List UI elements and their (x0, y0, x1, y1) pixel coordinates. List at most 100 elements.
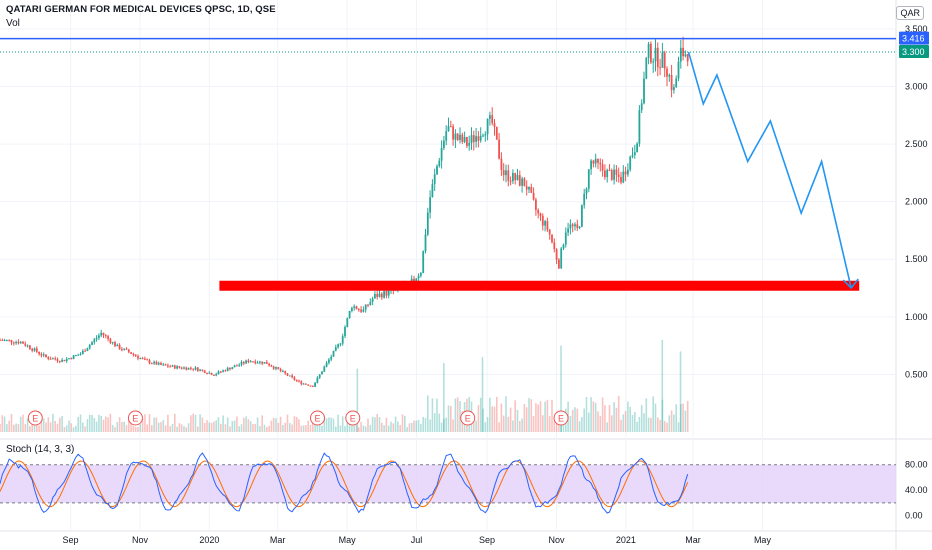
volume-bar (164, 425, 167, 432)
candle-body (210, 372, 213, 375)
candle-body (351, 307, 353, 311)
volume-bar (111, 425, 114, 432)
candle-body (40, 354, 43, 356)
candle-body (438, 160, 441, 167)
candle-body (341, 336, 344, 344)
price-tick-label: 2.000 (905, 197, 928, 207)
candle-body (270, 365, 273, 367)
candle-body (148, 360, 151, 364)
volume-bar (24, 424, 27, 432)
candle-body (617, 174, 620, 177)
candle-body (507, 170, 510, 181)
volume-bar (406, 427, 408, 432)
candle-body (300, 381, 303, 385)
currency-badge[interactable]: QAR (896, 6, 924, 20)
volume-bar (224, 424, 227, 432)
candle-body (268, 363, 270, 366)
candle-body (482, 135, 484, 137)
candle-body (288, 375, 291, 377)
volume-bar (270, 420, 273, 432)
candle-body (277, 367, 280, 370)
time-tick-label: 2021 (616, 535, 636, 545)
candle-body (374, 293, 376, 299)
volume-bar (677, 422, 680, 432)
volume-bar (29, 426, 31, 432)
candle-body (33, 348, 36, 351)
time-tick-label: Nov (548, 535, 565, 545)
candle-body (436, 166, 438, 175)
candle-body (93, 339, 96, 343)
volume-bar (477, 405, 480, 432)
volume-bar (102, 419, 105, 432)
candle-body (75, 355, 77, 357)
candle-body (502, 169, 505, 176)
volume-bar (507, 416, 510, 432)
candle-body (206, 372, 208, 374)
candle-body (633, 152, 636, 156)
volume-bar (454, 398, 457, 432)
candle-body (477, 136, 480, 141)
candle-body (325, 362, 328, 367)
stochastic-tick-label: 80.00 (905, 460, 928, 470)
volume-bar (668, 415, 671, 432)
volume-bar (636, 421, 638, 432)
volume-bar (93, 418, 96, 432)
candle-body (569, 224, 572, 229)
candle-body (608, 169, 611, 171)
time-tick-label: Nov (132, 535, 149, 545)
volume-bar (376, 414, 378, 432)
candle-body (638, 110, 641, 144)
volume-bar (502, 415, 505, 432)
volume-bar (383, 425, 385, 432)
candle-body (567, 228, 569, 233)
candle-body (650, 43, 652, 63)
volume-bar (217, 417, 220, 432)
earnings-marker-icon[interactable] (345, 410, 361, 426)
earnings-marker-icon[interactable] (553, 410, 569, 426)
volume-bar (178, 423, 181, 432)
support-zone[interactable] (219, 280, 860, 291)
forecast-path[interactable] (687, 51, 852, 289)
volume-bar (176, 426, 178, 432)
volume-bar (86, 419, 89, 432)
candle-body (86, 348, 89, 352)
candle-body (146, 359, 149, 361)
price-tick-label: 1.000 (905, 312, 928, 322)
candle-body (65, 358, 68, 362)
volume-bar (551, 399, 553, 432)
candle-body (81, 350, 84, 354)
earnings-marker-icon[interactable] (310, 410, 326, 426)
candle-body (624, 171, 627, 175)
volume-bar (514, 400, 516, 432)
volume-bar (318, 420, 321, 432)
volume-bar (155, 417, 158, 432)
volume-bar (291, 424, 293, 432)
volume-bar (353, 422, 355, 432)
earnings-marker-icon[interactable] (27, 410, 43, 426)
candle-body (169, 366, 172, 368)
volume-bar (305, 425, 307, 432)
volume-bar (277, 422, 280, 432)
candle-body (192, 368, 195, 370)
stochastic-band (0, 464, 896, 503)
volume-bar (475, 420, 477, 432)
candle-body (677, 61, 680, 79)
time-tick-label: Jul (411, 535, 423, 545)
candle-body (17, 341, 20, 344)
volume-bar (236, 416, 238, 432)
price-tick-label: 1.500 (905, 254, 928, 264)
candle-body (185, 367, 188, 370)
earnings-marker-icon[interactable] (460, 410, 476, 426)
volume-bar (185, 427, 188, 432)
candle-body (160, 362, 162, 365)
volume-bar (576, 408, 579, 432)
candle-body (3, 339, 6, 341)
candle-body (627, 169, 629, 175)
volume-bar (293, 416, 296, 432)
volume-bar (590, 397, 592, 432)
candle-body (150, 363, 153, 365)
earnings-marker-icon[interactable] (127, 410, 143, 426)
volume-bar (174, 413, 176, 432)
